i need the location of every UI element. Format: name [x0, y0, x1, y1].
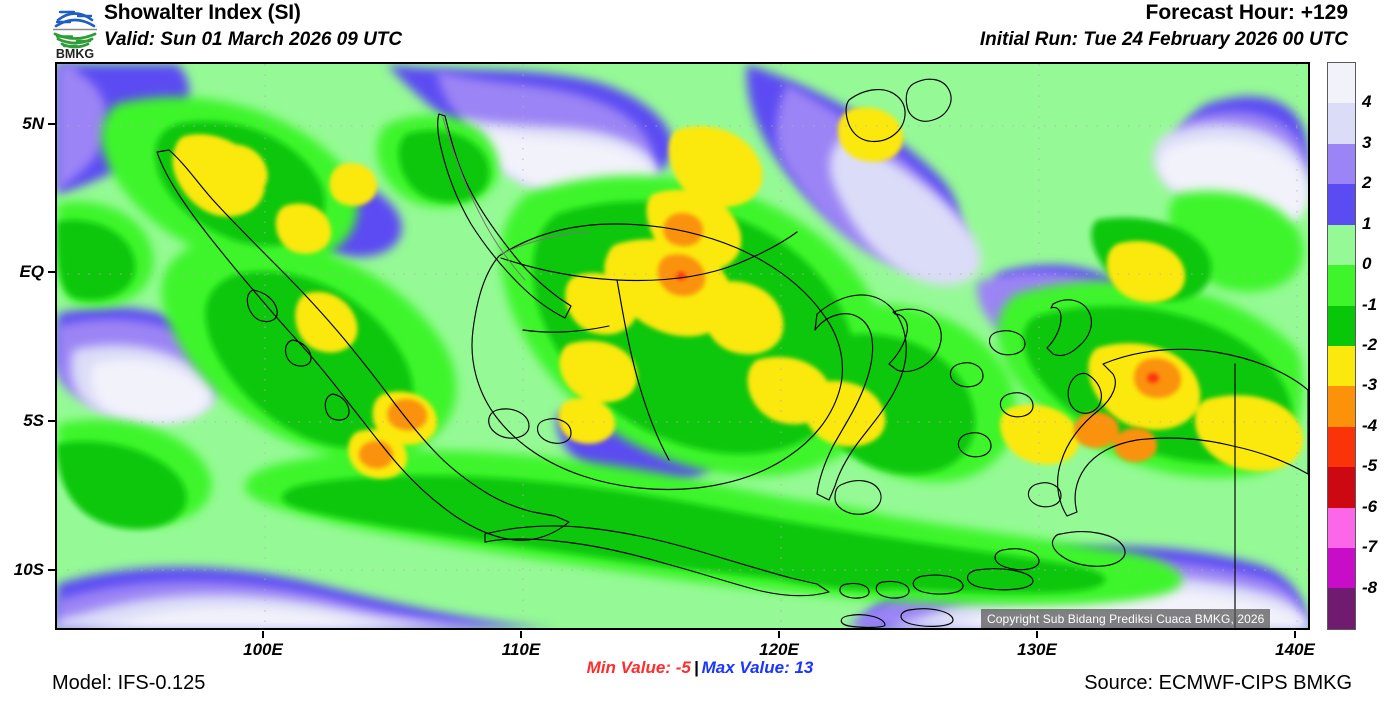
- x-axis-tick-120e: [778, 631, 780, 638]
- colorbar-tick-neg1: -1: [1362, 294, 1378, 314]
- initial-run-label: Initial Run: Tue 24 February 2026 00 UTC: [979, 29, 1348, 50]
- colorbar-band-10: [1328, 467, 1355, 508]
- colorbar-band-4: [1328, 224, 1355, 266]
- x-axis-label-100e: 100E: [243, 640, 283, 659]
- min-value-label: Min Value: -5: [586, 658, 691, 677]
- colorbar-band-7: [1328, 345, 1355, 387]
- y-axis-tick-eq: [48, 271, 55, 273]
- colorbar-band-11: [1328, 507, 1355, 549]
- x-axis-tick-130e: [1036, 631, 1038, 638]
- colorbar-tick-2: 2: [1362, 173, 1372, 193]
- x-axis-label-120e: 120E: [759, 640, 799, 659]
- bmkg-logo: BMKG: [44, 2, 106, 60]
- colorbar-tick-3: 3: [1362, 132, 1372, 152]
- colorbar-band-3: [1328, 184, 1355, 225]
- colorbar-tick-neg6: -6: [1362, 496, 1378, 516]
- source-label: Source: ECMWF-CIPS BMKG: [1084, 672, 1352, 694]
- x-axis-tick-140e: [1294, 631, 1296, 638]
- x-axis-label-130e: 130E: [1017, 640, 1057, 659]
- colorbar-band-8: [1328, 386, 1355, 427]
- page-title: Showalter Index (SI): [104, 1, 301, 24]
- min-max-separator: |: [693, 658, 699, 677]
- colorbar-tick-neg8: -8: [1362, 577, 1378, 597]
- colorbar-tick-neg5: -5: [1362, 456, 1378, 476]
- colorbar[interactable]: [1327, 62, 1356, 630]
- model-label: Model: IFS-0.125: [52, 672, 206, 694]
- x-axis-label-110e: 110E: [501, 640, 541, 659]
- y-axis-tick-10s: [48, 569, 55, 571]
- colorbar-tick-neg7: -7: [1362, 537, 1378, 557]
- colorbar-tick-0: 0: [1362, 254, 1372, 274]
- forecast-hour-label: Forecast Hour: +129: [1145, 1, 1349, 24]
- y-axis-label-10s: 10S: [13, 560, 44, 579]
- colorbar-band-9: [1328, 426, 1355, 468]
- y-axis-label-5s: 5S: [23, 411, 44, 430]
- colorbar-band-0: [1328, 63, 1355, 104]
- copyright-watermark: Copyright Sub Bidang Prediksi Cuaca BMKG…: [981, 609, 1271, 628]
- max-value-label: Max Value: 13: [701, 658, 814, 677]
- valid-time-label: Valid: Sun 01 March 2026 09 UTC: [104, 29, 403, 50]
- colorbar-band-5: [1328, 265, 1355, 306]
- coastlines: [156, 78, 1308, 628]
- map-panel[interactable]: [55, 62, 1310, 630]
- colorbar-tick-neg2: -2: [1362, 335, 1378, 354]
- showalter-index-field: [57, 64, 1308, 628]
- header: BMKG Showalter Index (SI) Valid: Sun 01 …: [0, 0, 1400, 62]
- x-axis-tick-110e: [520, 631, 522, 638]
- y-axis-label-eq: EQ: [19, 262, 44, 281]
- bmkg-logo-text: BMKG: [56, 47, 94, 60]
- y-axis-tick-5n: [48, 123, 55, 125]
- bmkg-logo-icon: BMKG: [53, 10, 97, 60]
- colorbar-band-12: [1328, 548, 1355, 589]
- min-max-summary: Min Value: -5 | Max Value: 13: [0, 658, 1400, 678]
- y-axis-tick-5s: [48, 420, 55, 422]
- x-axis-tick-100e: [262, 631, 264, 638]
- colorbar-band-6: [1328, 305, 1355, 346]
- x-axis-label-140e: 140E: [1275, 640, 1315, 659]
- colorbar-band-1: [1328, 103, 1355, 144]
- colorbar-band-13: [1328, 588, 1355, 629]
- colorbar-tick-1: 1: [1362, 213, 1372, 233]
- colorbar-tick-4: 4: [1362, 92, 1372, 112]
- colorbar-band-2: [1328, 143, 1355, 185]
- colorbar-tick-neg3: -3: [1362, 375, 1378, 395]
- colorbar-tick-neg4: -4: [1362, 415, 1378, 435]
- y-axis-label-5n: 5N: [22, 114, 44, 133]
